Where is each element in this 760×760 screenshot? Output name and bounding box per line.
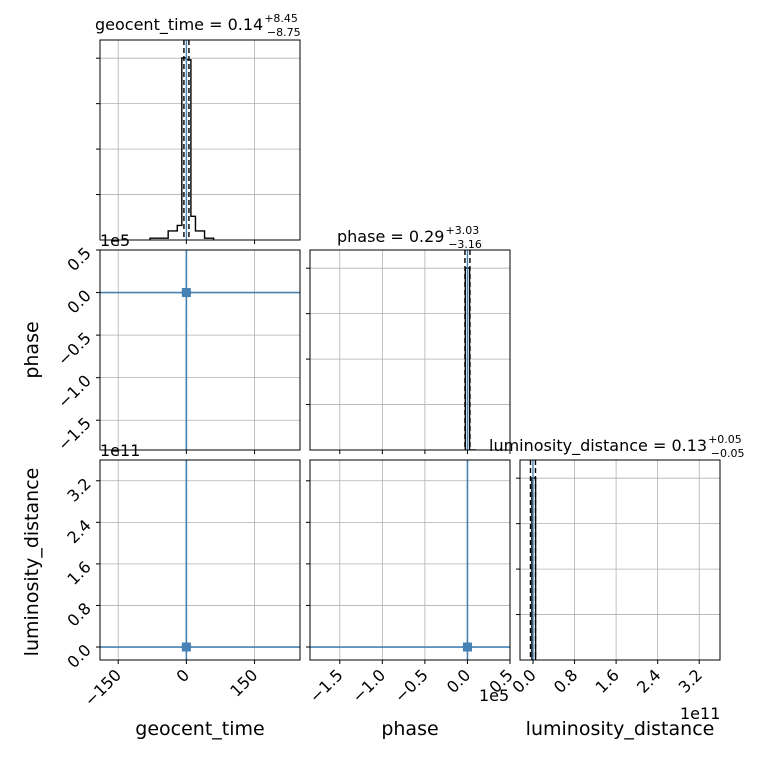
- tick-label-y: −0.5: [54, 328, 95, 369]
- xlabel-geocent-time: geocent_time: [135, 718, 264, 740]
- title-geocent-time: geocent_time = 0.14+8.45 −8.75: [95, 12, 301, 39]
- xlabel-phase: phase: [381, 718, 438, 740]
- ylabel-phase: phase: [21, 321, 43, 378]
- panel-content: [310, 250, 510, 450]
- truth-marker: [181, 288, 191, 298]
- ylabel-luminosity-distance: luminosity_distance: [21, 468, 43, 657]
- panel-geocent_time-vs-geocent_time: [96, 39, 301, 244]
- panel-content: [310, 460, 510, 660]
- panel-luminosity_distance-vs-phase: −1.5 −1.0 −0.5 0.0 0.5: [306, 459, 517, 706]
- offset-lumdist-x: 1e11: [680, 704, 720, 723]
- tick-label-x: −150: [80, 665, 125, 710]
- offset-phase-x: 1e5: [479, 686, 509, 705]
- panel-phase-vs-phase: [306, 249, 511, 454]
- tick-label-x: −1.0: [348, 665, 389, 706]
- tick-label-y: 1.6: [63, 557, 94, 588]
- panel-content: [100, 250, 300, 450]
- panel-content: [100, 460, 300, 660]
- tick-label-x: 3.2: [675, 665, 706, 696]
- truth-marker: [462, 642, 472, 652]
- tick-label-y: −1.0: [54, 371, 95, 412]
- panel-frame: [519, 459, 721, 661]
- tick-label-x: 2.4: [633, 665, 664, 696]
- tick-label-y: 0.0: [63, 286, 94, 317]
- tick-label-x: 150: [226, 665, 261, 700]
- panel-frame: [99, 459, 301, 661]
- truth-marker: [181, 642, 191, 652]
- tick-label-y: −1.5: [54, 414, 95, 455]
- tick-label-x: 0: [173, 665, 194, 686]
- panel-luminosity_distance-vs-luminosity_distance: 0.0 0.8 1.6 2.4 3.2: [508, 459, 721, 697]
- tick-label-y: 0.8: [63, 599, 94, 630]
- panel-content: [520, 460, 720, 660]
- tick-label-y: 0.0: [63, 640, 94, 671]
- panel-content: [100, 40, 300, 240]
- tick-label-x: 0.0: [508, 665, 539, 696]
- panel-frame: [309, 249, 511, 451]
- tick-label-y: 2.4: [63, 516, 94, 547]
- panel-frame: [309, 459, 511, 661]
- title-phase: phase = 0.29+3.03 −3.16: [337, 224, 482, 251]
- tick-label-x: 0.8: [550, 665, 581, 696]
- tick-label-x: 1.6: [591, 665, 622, 696]
- offset-lumdist-y: 1e11: [100, 441, 140, 460]
- offset-phase-y: 1e5: [100, 231, 130, 250]
- tick-label-y: 3.2: [63, 474, 94, 505]
- panel-frame: [99, 249, 301, 451]
- xlabel-luminosity-distance: luminosity_distance: [526, 718, 715, 740]
- tick-label-x: 0.0: [443, 665, 474, 696]
- tick-label-x: −0.5: [391, 665, 432, 706]
- panel-frame: [99, 39, 301, 241]
- panel-phase-vs-geocent_time: −1.5−1.0−0.5 0.0 0.5: [54, 243, 301, 455]
- tick-label-x: −1.5: [306, 665, 347, 706]
- tick-label-y: 0.5: [63, 243, 94, 274]
- panel-luminosity_distance-vs-geocent_time: −150 0 150 0.0 0.8 1.6 2.4 3.2: [63, 459, 301, 710]
- title-luminosity-distance: luminosity_distance = 0.13+0.05 −0.05: [489, 433, 745, 460]
